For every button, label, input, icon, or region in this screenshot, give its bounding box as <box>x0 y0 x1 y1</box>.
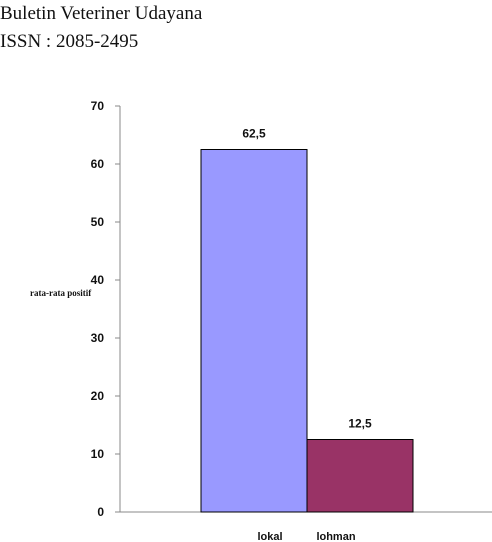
y-tick-label: 30 <box>91 331 105 345</box>
y-tick-label: 20 <box>91 389 105 403</box>
y-axis: 0 10 20 30 40 50 60 70 <box>91 99 492 519</box>
y-tick-label: 40 <box>91 273 105 287</box>
data-labels: 62,5 12,5 <box>242 127 372 431</box>
data-label-lokal: 62,5 <box>242 127 266 141</box>
journal-title: Buletin Veteriner Udayana <box>0 3 203 24</box>
y-tick-label: 50 <box>91 215 105 229</box>
bar-lokal <box>200 149 308 513</box>
y-tick-label: 70 <box>91 99 105 113</box>
y-axis-title: rata-rata positif <box>30 288 92 298</box>
category-label-lohman: lohman <box>316 531 355 542</box>
y-tick-label: 0 <box>97 505 104 519</box>
category-labels: lokal lohman <box>257 531 355 542</box>
y-tick-label: 60 <box>91 157 105 171</box>
data-label-lohman: 12,5 <box>348 417 372 431</box>
issn-text: ISSN : 2085-2495 <box>0 31 139 52</box>
bars <box>200 149 414 513</box>
category-label-lokal: lokal <box>257 531 282 542</box>
y-tick-label: 10 <box>91 447 105 461</box>
bar-lohman <box>306 439 414 513</box>
document-header: Buletin Veteriner Udayana ISSN : 2085-24… <box>0 0 202 56</box>
